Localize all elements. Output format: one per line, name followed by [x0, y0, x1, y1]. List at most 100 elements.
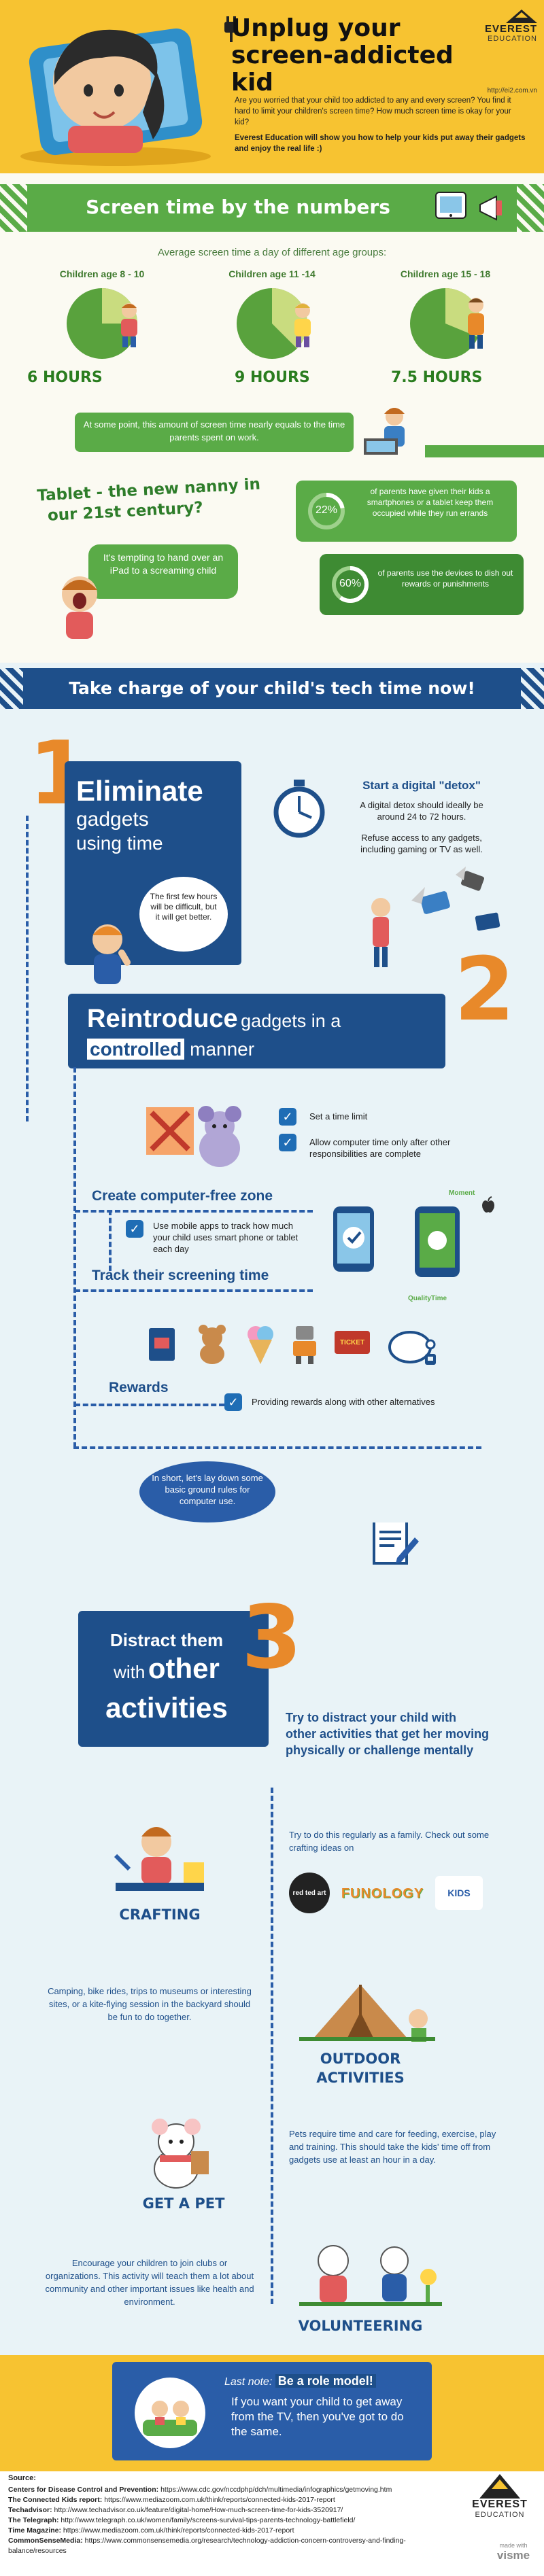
- red-ted-art-logo[interactable]: red ted art: [289, 1873, 330, 1913]
- teddy-bear-icon: [194, 1324, 231, 1365]
- pet-text: Pets require time and care for feeding, …: [289, 2129, 496, 2165]
- crafting-text: Try to do this regularly as a family. Ch…: [289, 1830, 490, 1853]
- step-3-title-line-2: with other: [85, 1652, 248, 1692]
- kids-activities-logo[interactable]: KIDS: [435, 1876, 483, 1910]
- check-time-limit: Set a time limit: [309, 1111, 368, 1121]
- qualitytime-app-label[interactable]: QualityTime: [408, 1295, 447, 1302]
- source-name: The Connected Kids report:: [8, 2496, 103, 2504]
- contract-document-icon: [367, 1522, 422, 1571]
- header-intro-2: Everest Education will show you how to h…: [235, 134, 526, 153]
- track-divider: [75, 1289, 313, 1292]
- crafting-illustration: [102, 1815, 218, 1903]
- pet-title: GET A PET: [142, 2195, 225, 2212]
- page-title: Unplug your screen-addicted kid: [231, 15, 456, 97]
- source-item[interactable]: Techadvisor: http://www.techadvisor.co.u…: [8, 2505, 443, 2516]
- tempting-bubble-text: It's tempting to hand over an iPad to a …: [103, 552, 224, 576]
- check-icon: ✓: [126, 1220, 143, 1238]
- step-2-title: Reintroduce gadgets in a: [87, 1005, 441, 1034]
- red-ted-art-logo-text: red ted art: [292, 1889, 326, 1897]
- last-note-heading: Last note: Be a role model!: [224, 2374, 428, 2388]
- stat-text-60: of parents use the devices to dish out r…: [377, 568, 513, 589]
- source-item[interactable]: Time Magazine: https://www.mediazoom.com…: [8, 2526, 443, 2536]
- banner-right-deco: [517, 184, 544, 232]
- girl-with-tablet-illustration: [7, 10, 211, 167]
- ground-rules-text: In short, let's lay down some basic grou…: [152, 1473, 263, 1506]
- footer-top-stripe: [0, 2467, 544, 2471]
- family-couch-illustration: [122, 2372, 218, 2454]
- step-2-title-end: manner: [190, 1039, 255, 1060]
- source-url: https://www.mediazoom.com.uk/think/repor…: [63, 2526, 294, 2535]
- made-with-visme-badge[interactable]: made with visme: [490, 2542, 537, 2562]
- last-note-section: Last note: Be a role model! If you want …: [0, 2355, 544, 2467]
- megaphone-icon: [476, 191, 510, 225]
- step-3-title-big: other: [148, 1652, 220, 1684]
- step-2-title-line-2: controlled manner: [87, 1039, 427, 1060]
- age-group-1: Children age 8 - 10 6 HOURS: [27, 268, 177, 386]
- child-figure-icon: [289, 301, 316, 349]
- screen-time-value: 9 HOURS: [235, 369, 310, 386]
- last-note-label: Last note:: [224, 2376, 273, 2388]
- step-3-title-line-1: Distract them: [109, 1630, 224, 1650]
- apple-icon: [479, 1196, 497, 1214]
- step-1-title-line-1: Eliminate: [76, 775, 203, 807]
- step-1-path: [26, 816, 29, 1121]
- volunteering-illustration: [292, 2236, 449, 2311]
- age-group-2: Children age 11 -14 9 HOURS: [197, 268, 347, 386]
- source-name: Time Magazine:: [8, 2526, 61, 2535]
- source-name: Centers for Disease Control and Preventi…: [8, 2486, 159, 2494]
- rewards-title: Rewards: [109, 1380, 169, 1395]
- visme-text: visme: [496, 2549, 530, 2562]
- step-3-title-line-3: activities: [105, 1692, 228, 1724]
- stat-pct-60: 60%: [339, 578, 362, 589]
- age-group-label: Children age 8 - 10: [59, 268, 145, 279]
- rewards-text: Providing rewards along with other alter…: [252, 1397, 435, 1407]
- stat-card-60: [320, 554, 524, 615]
- flying-gadgets-illustration: [360, 867, 510, 975]
- made-with-text: made with: [499, 2542, 528, 2549]
- ground-rules-bubble: [139, 1461, 275, 1522]
- numbers-section: Screen time by the numbers Average scree…: [0, 173, 544, 663]
- work-time-note: [75, 413, 354, 452]
- piggy-bank-icon: [384, 1324, 439, 1366]
- source-url: https://www.mediazoom.com.uk/think/repor…: [104, 2496, 335, 2504]
- detox-text-1: A digital detox should ideally be around…: [360, 800, 483, 822]
- source-list: Centers for Disease Control and Preventi…: [8, 2485, 443, 2556]
- footer-brand-sub: EDUCATION: [475, 2511, 525, 2519]
- check-icon: ✓: [224, 1393, 242, 1411]
- detox-text-2: Refuse access to any gadgets, including …: [360, 833, 483, 854]
- zone-divider: [75, 1210, 313, 1213]
- outdoor-text: Camping, bike rides, trips to museums or…: [48, 1986, 252, 2022]
- step-3-intro: Try to distract your child with other ac…: [286, 1711, 490, 1757]
- step-3-card: [78, 1611, 269, 1747]
- ice-cream-icon: [245, 1322, 276, 1365]
- stopwatch-icon: [272, 778, 326, 839]
- step-3-title: Distract them with other activities: [85, 1628, 248, 1724]
- steps-section: 1 Eliminate gadgets using time The first…: [0, 714, 544, 1522]
- check-responsibilities: Allow computer time only after other res…: [309, 1137, 451, 1159]
- step-3-path-center: [271, 1788, 273, 2304]
- source-item[interactable]: CommonSenseMedia: https://www.commonsens…: [8, 2536, 443, 2556]
- tracking-phones-illustration: [326, 1193, 490, 1295]
- bottom-path: [73, 1446, 481, 1449]
- ring-value-arc: [332, 566, 369, 603]
- age-group-3: Children age 15 - 18 7.5 HOURS: [371, 268, 520, 386]
- tablet-icon: [432, 187, 470, 225]
- child-waving-illustration: [82, 918, 136, 992]
- header-section: Unplug your screen-addicted kid EVEREST …: [0, 0, 544, 173]
- source-name: CommonSenseMedia:: [8, 2537, 83, 2545]
- numbers-subtitle: Average screen time a day of different a…: [157, 247, 387, 258]
- check-icon: ✓: [279, 1134, 296, 1151]
- source-item[interactable]: The Telegraph: http://www.telegraph.co.u…: [8, 2516, 443, 2526]
- brand-url[interactable]: http://ei2.com.vn: [487, 87, 537, 94]
- source-url: http://www.techadvisor.co.uk/feature/dig…: [54, 2506, 343, 2514]
- source-item[interactable]: Centers for Disease Control and Preventi…: [8, 2485, 443, 2495]
- moment-app-label[interactable]: Moment: [449, 1189, 475, 1197]
- source-item[interactable]: The Connected Kids report: https://www.m…: [8, 2495, 443, 2505]
- encouragement-bubble: [139, 877, 228, 952]
- funology-logo[interactable]: FUNOLOGY: [340, 1881, 425, 1907]
- plug-icon: [221, 15, 241, 42]
- brand-logo: EVEREST EDUCATION: [456, 10, 537, 43]
- step-2-path-left: [73, 1067, 76, 1448]
- track-title: Track their screening time: [92, 1268, 269, 1283]
- footer-brand-logo: EVEREST EDUCATION: [462, 2474, 537, 2519]
